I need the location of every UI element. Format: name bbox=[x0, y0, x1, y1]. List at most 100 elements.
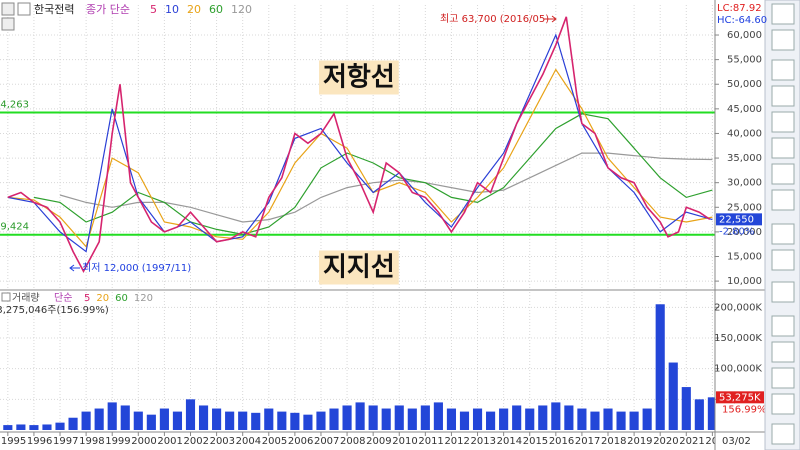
grid-button[interactable] bbox=[1, 17, 15, 31]
x-tick-label: 2007 bbox=[314, 436, 339, 447]
y-tick-label: 50,000 bbox=[727, 79, 762, 90]
volume-ma-label: 단순 bbox=[54, 292, 72, 304]
level-callout: 저항선 bbox=[323, 63, 395, 93]
tool-button[interactable] bbox=[771, 223, 795, 245]
volume-bar bbox=[212, 408, 222, 430]
x-tick-label: 2001 bbox=[157, 436, 182, 447]
volume-bar bbox=[303, 414, 313, 430]
volume-bar bbox=[433, 402, 443, 430]
low-arrow bbox=[69, 264, 80, 272]
lc-label: LC:87.92 bbox=[717, 3, 762, 14]
change-label: -2.80% bbox=[719, 226, 754, 237]
legend-entry: 10 bbox=[165, 3, 179, 16]
tool-button[interactable] bbox=[771, 393, 795, 415]
ma-line bbox=[7, 16, 711, 274]
tool-button[interactable] bbox=[771, 423, 795, 445]
menu-button[interactable] bbox=[1, 2, 15, 16]
volume-bar bbox=[368, 405, 378, 430]
y-tick-label: 150,000K bbox=[714, 333, 762, 344]
x-tick-label: 2012 bbox=[444, 436, 469, 447]
tool-button[interactable] bbox=[771, 137, 795, 159]
high-annotation: 최고 63,700 (2016/05) bbox=[440, 13, 549, 25]
high-arrow bbox=[544, 15, 557, 23]
y-tick-label: 60,000 bbox=[727, 30, 762, 41]
volume-bar bbox=[251, 412, 261, 430]
volume-toggle[interactable] bbox=[1, 292, 11, 302]
x-tick-label: 2014 bbox=[497, 436, 522, 447]
indicator-label: 종가 단순 bbox=[86, 3, 130, 16]
x-tick-label: 2022 bbox=[705, 436, 730, 447]
y-tick-label: 100,000K bbox=[714, 364, 762, 375]
volume-bar bbox=[342, 405, 352, 430]
tool-button[interactable] bbox=[771, 341, 795, 363]
tool-button[interactable] bbox=[771, 111, 795, 133]
level-label: 19,424 bbox=[0, 222, 29, 233]
plot-area: 1995 1996 1997 1998 1999 2000 2001 2002 2003 2004… bbox=[0, 5, 730, 447]
volume-bar bbox=[185, 399, 196, 430]
tool-button[interactable] bbox=[771, 163, 795, 185]
tool-button[interactable] bbox=[771, 3, 795, 25]
tool-button[interactable] bbox=[771, 249, 795, 271]
volume-bar bbox=[94, 408, 104, 430]
tool-button[interactable] bbox=[771, 281, 795, 303]
volume-bar bbox=[407, 408, 417, 430]
volume-bar bbox=[68, 417, 78, 430]
chart-toggle[interactable] bbox=[17, 2, 31, 16]
x-tick-label: 2009 bbox=[366, 436, 391, 447]
x-tick-label: 2005 bbox=[262, 436, 287, 447]
toolbar-icons bbox=[771, 3, 795, 445]
ma-line bbox=[7, 33, 713, 253]
x-tick-label: 2013 bbox=[471, 436, 496, 447]
x-tick-label: 1998 bbox=[79, 436, 104, 447]
volume-bar bbox=[629, 411, 639, 430]
axis-area: 10,000 15,000 20,000 25,000 30,000 35,000 40,0… bbox=[714, 30, 766, 447]
y-tick-label: 10,000 bbox=[727, 276, 762, 287]
legend-entry: 120 bbox=[231, 3, 252, 16]
level-label: 44,263 bbox=[0, 99, 29, 110]
x-tick-label: 2000 bbox=[131, 436, 156, 447]
volume-bar bbox=[3, 425, 13, 430]
x-tick-label: 2008 bbox=[340, 436, 365, 447]
tool-button[interactable] bbox=[771, 85, 795, 107]
legend-entry: 60 bbox=[209, 3, 223, 16]
volume-bar bbox=[681, 387, 691, 430]
volume-ratio-label: 156.99% bbox=[722, 404, 767, 415]
volume-bar bbox=[694, 399, 704, 430]
x-tick-label: 2021 bbox=[679, 436, 704, 447]
tool-button[interactable] bbox=[771, 29, 795, 51]
volume-bar bbox=[277, 411, 287, 430]
volume-bar bbox=[668, 362, 678, 430]
stock-name: 한국전력 bbox=[34, 3, 74, 16]
volume-bar bbox=[29, 425, 39, 430]
volume-bar bbox=[564, 405, 574, 430]
legend-entry: 20 bbox=[96, 293, 109, 304]
legend-entry: 5 bbox=[150, 3, 157, 16]
y-tick-label: 45,000 bbox=[727, 104, 762, 115]
volume-bar bbox=[512, 405, 522, 430]
current-volume-box bbox=[716, 391, 764, 404]
x-tick-label: 2017 bbox=[575, 436, 600, 447]
volume-bar bbox=[603, 408, 613, 430]
volume-bar bbox=[329, 408, 339, 430]
x-tick-label: 2002 bbox=[183, 436, 208, 447]
volume-bar bbox=[55, 422, 65, 430]
volume-bar bbox=[316, 411, 326, 430]
tool-button[interactable] bbox=[771, 59, 795, 81]
volume-bar bbox=[538, 405, 548, 430]
volume-info: 53,275,046주(156.99%) bbox=[0, 305, 109, 316]
volume-bar bbox=[133, 411, 143, 430]
tool-button[interactable] bbox=[771, 315, 795, 337]
legend-entry: 5 bbox=[84, 293, 90, 304]
tool-button[interactable] bbox=[771, 189, 795, 211]
date-label: 03/02 bbox=[722, 436, 751, 447]
x-tick-label: 2018 bbox=[601, 436, 626, 447]
legend-entry: 20 bbox=[187, 3, 201, 16]
y-tick-label: 30,000 bbox=[727, 178, 762, 189]
volume-bar bbox=[172, 411, 183, 430]
volume-bar bbox=[225, 411, 235, 430]
volume-bar bbox=[420, 405, 430, 430]
volume-bar bbox=[394, 405, 404, 430]
volume-bar bbox=[16, 424, 26, 430]
tool-button[interactable] bbox=[771, 367, 795, 389]
